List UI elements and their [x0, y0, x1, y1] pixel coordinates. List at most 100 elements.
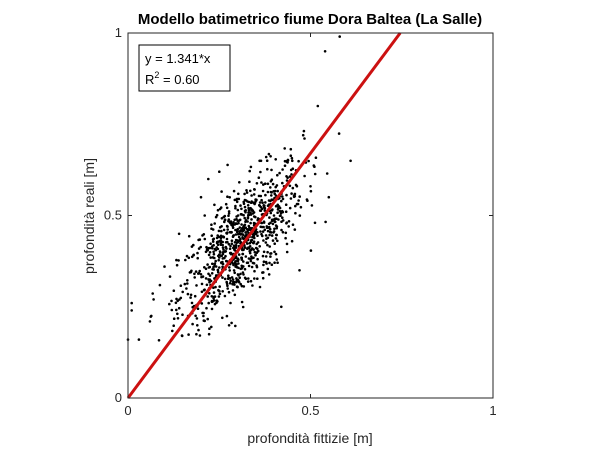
data-point: [257, 249, 260, 253]
data-point: [231, 278, 235, 281]
data-point: [244, 255, 248, 258]
data-point: [237, 192, 240, 196]
data-point: [241, 230, 244, 233]
data-point: [264, 241, 268, 244]
data-point: [266, 243, 269, 247]
data-point: [221, 260, 224, 264]
data-point: [260, 198, 263, 202]
data-point: [176, 317, 180, 320]
data-point: [285, 193, 288, 197]
data-point: [250, 255, 253, 258]
data-point: [185, 287, 188, 290]
data-point: [218, 253, 221, 256]
data-point: [223, 214, 227, 218]
data-point: [198, 238, 202, 241]
data-point: [227, 214, 230, 217]
data-point: [283, 147, 287, 150]
data-point: [228, 247, 232, 250]
data-point: [243, 246, 247, 249]
data-point: [246, 242, 249, 245]
data-point: [231, 289, 235, 292]
data-point: [168, 302, 171, 306]
data-point: [235, 277, 238, 280]
data-point: [186, 279, 189, 282]
data-point: [209, 256, 212, 259]
data-point: [239, 282, 242, 286]
data-point: [218, 285, 221, 288]
data-point: [180, 334, 184, 337]
data-point: [248, 245, 252, 248]
data-point: [280, 209, 284, 213]
data-point: [198, 269, 201, 273]
data-point: [223, 277, 227, 281]
data-point: [215, 299, 219, 303]
data-point: [264, 201, 267, 204]
r-squared-exponent: 2: [154, 70, 159, 80]
data-point: [218, 266, 221, 269]
data-point: [349, 159, 352, 163]
data-point: [240, 207, 243, 211]
data-point: [246, 280, 250, 283]
data-point: [149, 315, 153, 318]
data-point: [286, 161, 289, 164]
data-point: [252, 193, 256, 196]
data-point: [206, 295, 209, 298]
data-point: [281, 216, 284, 219]
data-point: [245, 233, 248, 236]
data-point: [241, 266, 244, 269]
data-point: [303, 174, 306, 178]
data-point: [201, 234, 204, 237]
data-point: [218, 292, 222, 296]
data-point: [197, 271, 201, 275]
data-point: [248, 226, 252, 230]
data-point: [227, 210, 231, 213]
data-point: [177, 259, 180, 262]
data-point: [309, 189, 313, 193]
data-point: [230, 222, 233, 225]
data-point: [220, 217, 224, 220]
data-point: [235, 200, 239, 204]
data-point: [216, 268, 220, 272]
data-point: [238, 226, 242, 229]
fit-line: [126, 32, 402, 399]
data-point: [220, 229, 223, 233]
data-point: [208, 281, 211, 284]
data-point: [244, 226, 247, 229]
data-point: [212, 265, 215, 269]
data-point: [252, 215, 256, 218]
data-point: [242, 202, 246, 205]
data-point: [237, 235, 241, 239]
data-point: [247, 224, 251, 228]
data-point: [266, 267, 270, 271]
data-point: [238, 239, 242, 242]
data-point: [234, 262, 237, 266]
data-point: [259, 230, 262, 233]
data-point: [254, 246, 258, 250]
data-point: [177, 232, 181, 236]
data-point: [287, 220, 291, 223]
data-point: [130, 301, 133, 305]
data-point: [278, 206, 282, 210]
data-point: [234, 324, 237, 328]
data-point: [249, 211, 252, 214]
data-point: [206, 317, 209, 321]
data-point: [266, 250, 269, 254]
data-point: [281, 195, 284, 198]
data-point: [264, 155, 268, 159]
data-point: [245, 261, 249, 265]
data-point: [235, 222, 239, 225]
data-point: [243, 205, 247, 209]
data-point: [241, 271, 245, 274]
data-point: [262, 260, 266, 264]
data-point: [276, 261, 279, 265]
data-point: [265, 159, 269, 162]
data-point: [226, 287, 229, 290]
data-point: [148, 320, 152, 323]
data-point: [207, 246, 210, 250]
data-point: [175, 308, 178, 312]
data-point: [248, 250, 251, 253]
data-point: [187, 234, 191, 238]
data-point: [325, 172, 329, 175]
data-point: [270, 234, 274, 237]
